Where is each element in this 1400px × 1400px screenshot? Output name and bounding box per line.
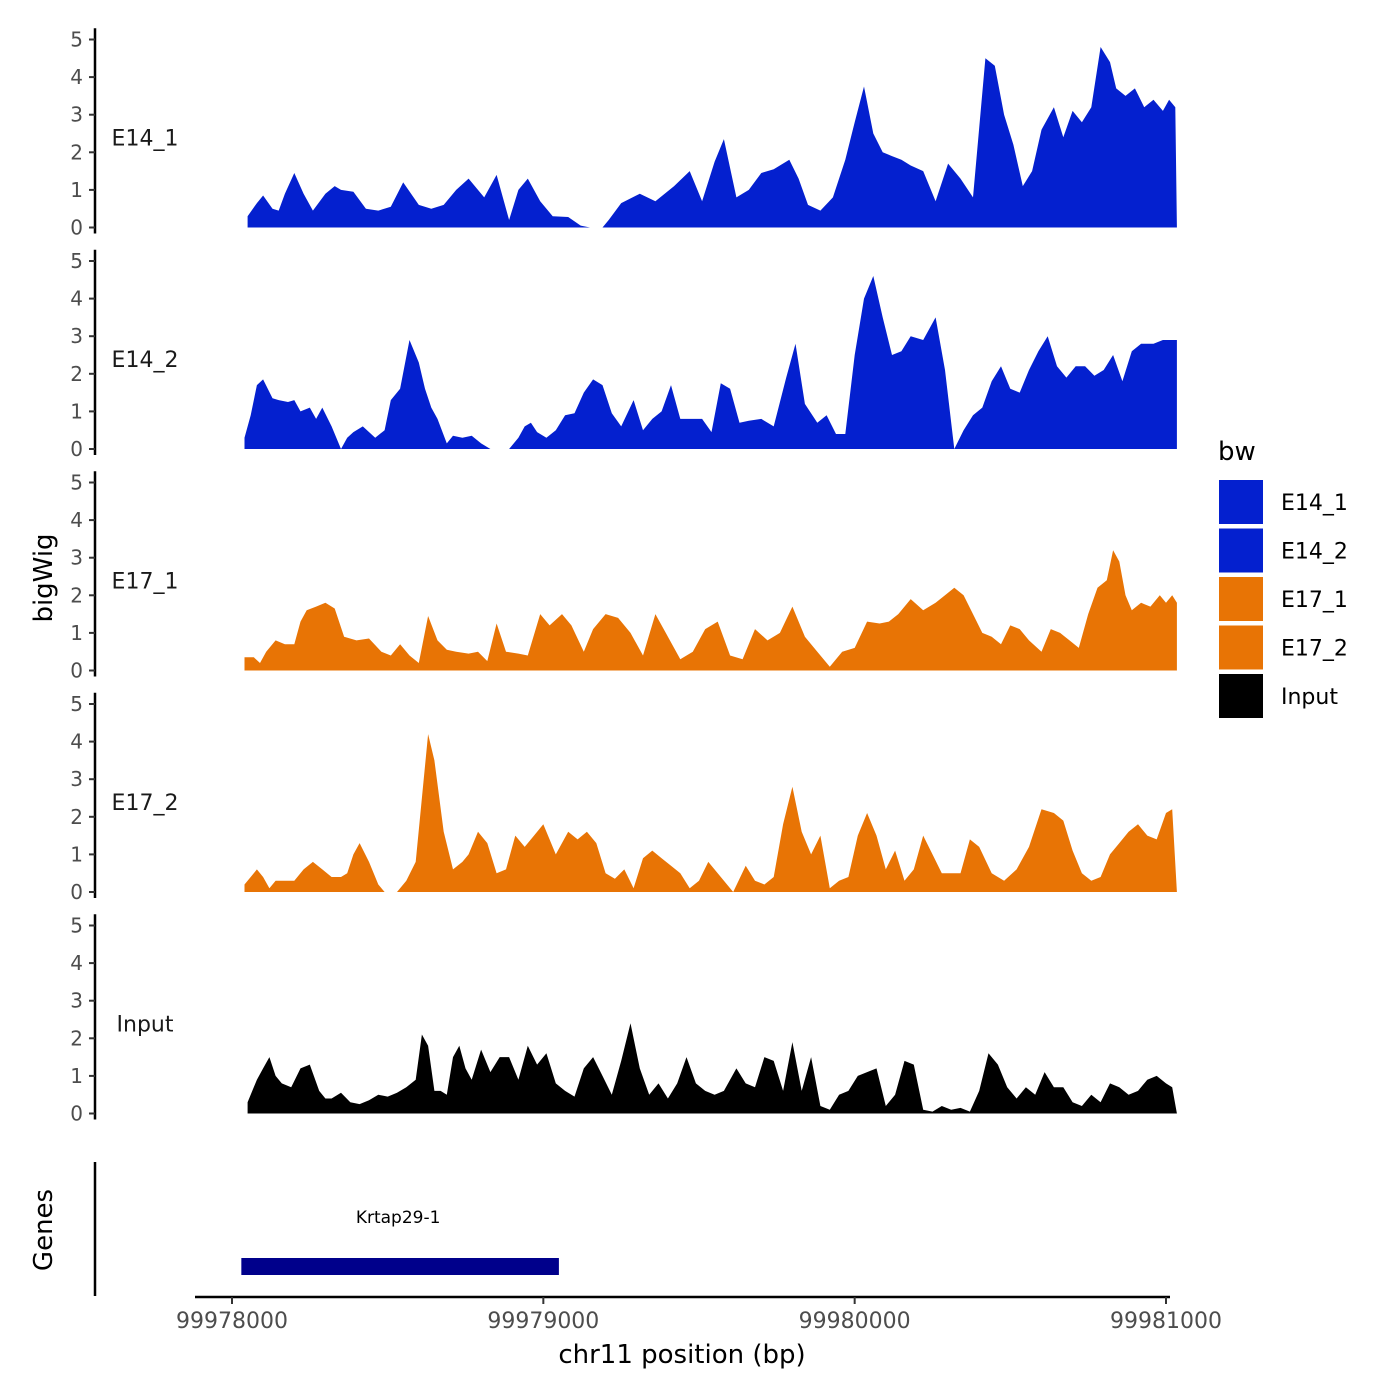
- y-tick-label: 0: [70, 437, 83, 461]
- y-tick-label: 3: [70, 103, 83, 127]
- legend-label: E17_2: [1281, 637, 1348, 662]
- gene-panel: Krtap29-1: [93, 1162, 559, 1296]
- coverage-area-E17_2: [244, 843, 385, 892]
- y-tick-label: 5: [70, 692, 83, 716]
- y-tick-label: 5: [70, 28, 83, 52]
- track-label: E14_2: [112, 348, 179, 373]
- track-E14_1: 0 1 2 3 4 5 E14_1: [70, 28, 1177, 240]
- y-tick-label: 4: [70, 65, 83, 89]
- legend-swatch: [1219, 480, 1263, 524]
- y-tick-label: 4: [70, 730, 83, 754]
- legend-swatch: [1219, 577, 1263, 621]
- y-tick-label: 4: [70, 508, 83, 532]
- x-axis: 99978000 99979000 99980000 99981000: [176, 1295, 1222, 1334]
- x-axis-title: chr11 position (bp): [558, 1340, 805, 1370]
- y-axis-title: bigWig: [29, 533, 59, 622]
- legend-swatch: [1219, 528, 1263, 573]
- y-tick-label: 0: [70, 880, 83, 904]
- x-tick-label: 99979000: [487, 1309, 599, 1334]
- coverage-area-E14_1: [247, 173, 590, 228]
- legend-label: E17_1: [1281, 588, 1348, 613]
- track-E14_2: 0 1 2 3 4 5 E14_2: [70, 249, 1177, 461]
- legend-label: E14_1: [1281, 491, 1348, 516]
- y-tick-label: 2: [70, 583, 83, 607]
- legend-swatch: [1219, 625, 1263, 670]
- y-tick-label: 1: [70, 842, 83, 866]
- track-label: E17_2: [112, 791, 179, 816]
- y-tick-label: 3: [70, 989, 83, 1013]
- x-tick-label: 99980000: [799, 1309, 911, 1334]
- y-tick-label: 0: [70, 659, 83, 683]
- track-label: E14_1: [112, 126, 179, 151]
- track-E17_2: 0 1 2 3 4 5 E17_2: [70, 692, 1177, 904]
- y-tick-label: 2: [70, 140, 83, 164]
- y-tick-label: 1: [70, 399, 83, 423]
- track-E17_1: 0 1 2 3 4 5 E17_1: [70, 471, 1177, 683]
- track-label: Input: [117, 1012, 174, 1037]
- y-tick-label: 4: [70, 951, 83, 975]
- y-tick-label: 5: [70, 914, 83, 938]
- y-tick-label: 4: [70, 287, 83, 311]
- y-tick-label: 5: [70, 471, 83, 495]
- track-Input: 0 1 2 3 4 5 Input: [70, 914, 1177, 1126]
- coverage-area-E14_2: [244, 340, 491, 449]
- coverage-area-E17_1: [244, 550, 1177, 671]
- y-tick-label: 5: [70, 249, 83, 273]
- track-label: E17_1: [112, 569, 179, 594]
- coverage-area-Input: [247, 1023, 1177, 1114]
- x-tick-label: 99978000: [176, 1309, 288, 1334]
- y-tick-label: 1: [70, 621, 83, 645]
- y-tick-label: 0: [70, 216, 83, 240]
- y-tick-label: 1: [70, 1064, 83, 1088]
- legend-title: bw: [1218, 437, 1256, 467]
- y-tick-label: 2: [70, 1026, 83, 1050]
- y-tick-label: 1: [70, 178, 83, 202]
- legend: bw E14_1 E14_2 E17_1 E17_2 Input: [1218, 437, 1348, 718]
- gene-body: [241, 1258, 559, 1275]
- coverage-area-E14_1: [602, 47, 1177, 228]
- x-tick-label: 99981000: [1110, 1309, 1222, 1334]
- legend-label: E14_2: [1281, 540, 1348, 565]
- legend-swatch: [1219, 674, 1263, 718]
- gene-label: Krtap29-1: [356, 1208, 441, 1228]
- y-tick-label: 2: [70, 362, 83, 386]
- y-tick-label: 3: [70, 546, 83, 570]
- y-tick-label: 3: [70, 324, 83, 348]
- y-tick-label: 3: [70, 767, 83, 791]
- coverage-area-E14_2: [509, 276, 1177, 449]
- y-tick-label: 2: [70, 805, 83, 829]
- gene-panel-title: Genes: [29, 1189, 59, 1271]
- coverage-area-E17_2: [397, 734, 1177, 892]
- y-tick-label: 0: [70, 1102, 83, 1126]
- legend-label: Input: [1281, 685, 1338, 710]
- coverage-tracks: 0 1 2 3 4 5 E14_1 0 1 2 3 4 5 E14_2 0 1 2 3 4 5 E17_1 0 1 2 3 4 5 E…: [70, 28, 1177, 1126]
